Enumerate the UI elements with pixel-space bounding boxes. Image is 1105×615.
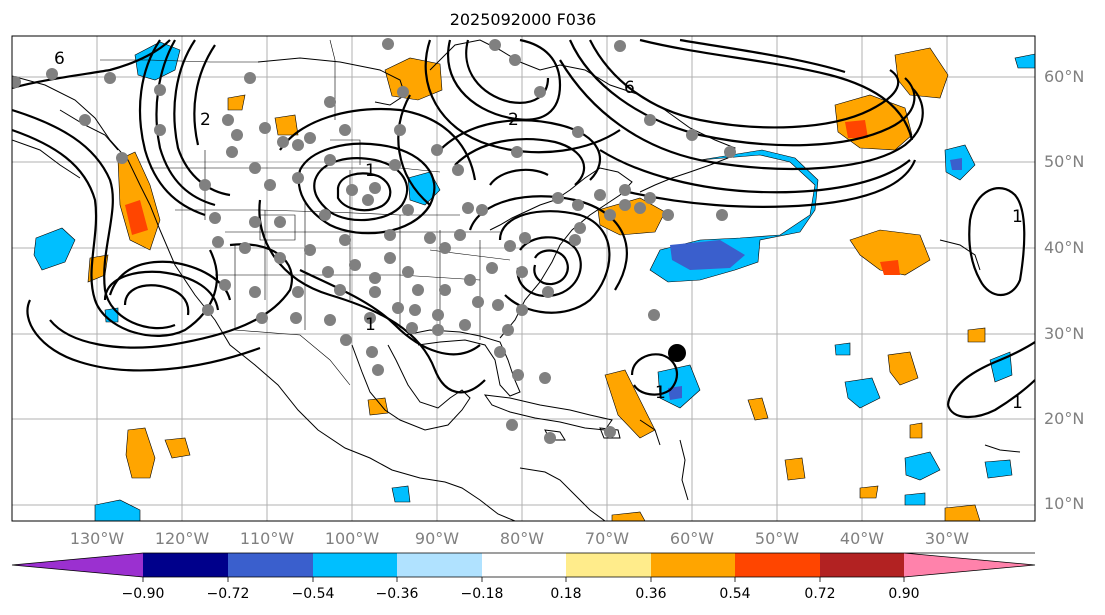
lat-label: 20°N [1044,409,1085,428]
colorbar-bin [482,553,566,577]
station-markers [12,38,736,444]
colorbar-bin [820,553,904,577]
lat-label: 50°N [1044,152,1085,171]
map-border [11,35,1036,522]
contour-label: 1 [365,161,376,181]
lon-label: 40°W [839,529,885,548]
lon-label: 100°W [324,529,380,548]
colorbar-tick-label: −0.72 [206,586,250,602]
contour-label: 6 [624,78,635,98]
storm-center-marker [668,344,686,362]
lon-label: 80°W [499,529,545,548]
colorbar-bin [397,553,482,577]
lon-label: 110°W [239,529,295,548]
graticule [12,36,1035,521]
colorbar-tick-label: −0.36 [375,586,419,602]
colorbar-outline [11,552,1036,578]
contour-label: 1 [1012,393,1023,413]
colorbar-tick-label: 0.72 [804,586,836,602]
colorbar-tick-label: 0.90 [888,586,920,602]
colorbar-tick-label: −0.90 [121,586,165,602]
lon-label: 50°W [754,529,800,548]
colorbar-bin [651,553,735,577]
lat-label: 30°N [1044,324,1085,343]
colorbar [11,552,1036,582]
colorbar-bin [228,553,313,577]
colorbar-tick-label: 0.36 [635,586,667,602]
colorbar-bin [143,553,228,577]
colorbar-tick-label: 0.54 [719,586,751,602]
lon-label: 120°W [154,529,210,548]
colorbar-extend-max [904,553,1035,577]
shaded-fields [33,41,1035,521]
contour-label: 1 [1012,207,1023,227]
colorbar-tick-label: −0.54 [291,586,335,602]
map-title: 2025092000 F036 [449,10,597,29]
colorbar-extend-min [12,553,143,577]
lon-label: 60°W [669,529,715,548]
lon-label: 30°W [924,529,970,548]
lat-label: 40°N [1044,238,1085,257]
lat-label: 10°N [1044,494,1085,513]
lat-label: 60°N [1044,67,1085,86]
colorbar-bin [313,553,397,577]
lon-label: 90°W [414,529,460,548]
colorbar-bin [735,553,820,577]
lon-label: 130°W [69,529,125,548]
colorbar-tick-label: −0.18 [460,586,504,602]
contour-label: 2 [508,110,519,130]
colorbar-tick-label: 0.18 [550,586,582,602]
contour-label: 1 [655,383,666,403]
contour-label-group: 6 2 6 1 1 2 1 1 1 [54,49,1023,413]
lon-label: 70°W [584,529,630,548]
contour-label: 1 [365,315,376,335]
colorbar-bin [566,553,651,577]
contour-label: 2 [200,110,211,130]
contour-label: 6 [54,49,65,69]
